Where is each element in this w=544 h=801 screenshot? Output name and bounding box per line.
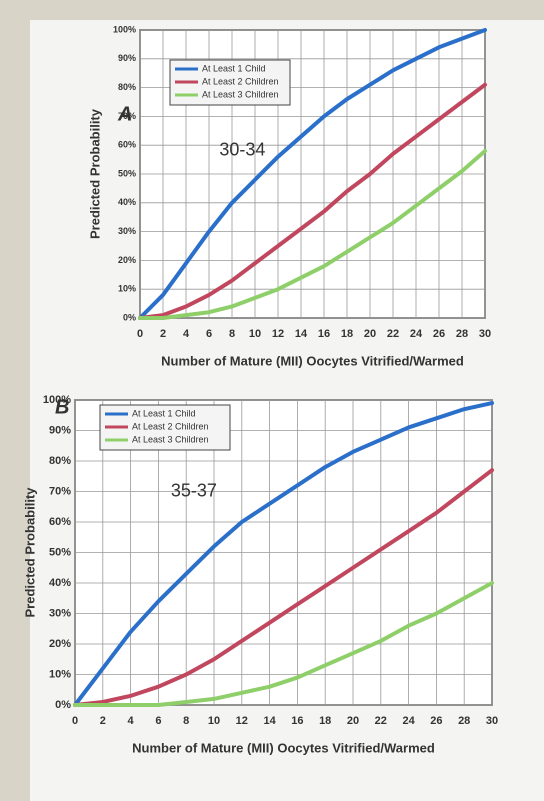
x-tick-label: 4 [183,328,190,340]
panel-title: A [117,103,132,125]
y-tick-label: 100% [43,394,71,406]
y-tick-label: 80% [49,455,71,467]
y-tick-label: 20% [49,638,71,650]
x-tick-label: 18 [319,715,331,727]
x-tick-label: 0 [137,328,143,340]
y-tick-label: 40% [49,577,71,589]
panel-title: B [55,396,69,418]
x-tick-label: 18 [341,328,353,340]
x-tick-label: 16 [291,715,303,727]
legend-label: At Least 1 Child [132,408,196,418]
x-tick-label: 4 [128,715,135,727]
x-tick-label: 28 [456,328,468,340]
y-tick-label: 70% [118,111,136,121]
y-tick-label: 50% [49,546,71,558]
y-tick-label: 0% [123,312,136,322]
x-tick-label: 12 [272,328,284,340]
annotation: 35-37 [171,480,217,500]
y-tick-label: 30% [118,226,136,236]
x-tick-label: 6 [155,715,161,727]
legend-label: At Least 2 Children [202,76,279,86]
line-series [138,148,487,320]
x-tick-label: 6 [206,328,212,340]
y-tick-label: 90% [118,53,136,63]
line-series [73,581,494,707]
x-tick-label: 26 [430,715,442,727]
x-tick-label: 14 [295,328,308,340]
legend-label: At Least 3 Children [132,434,209,444]
y-tick-label: 100% [113,24,136,34]
line-series [73,468,494,707]
y-tick-label: 10% [118,284,136,294]
x-tick-label: 2 [160,328,166,340]
y-tick-label: 70% [49,485,71,497]
legend-label: At Least 3 Children [202,89,279,99]
legend-label: At Least 2 Children [132,421,209,431]
y-tick-label: 50% [118,168,136,178]
y-tick-label: 60% [49,516,71,528]
x-tick-label: 20 [364,328,376,340]
x-tick-label: 24 [402,715,415,727]
x-tick-label: 0 [72,715,78,727]
x-tick-label: 10 [208,715,220,727]
x-tick-label: 14 [263,715,276,727]
y-axis-label: Predicted Probability [87,108,102,239]
line-series [138,28,487,320]
chart: 0%10%20%30%40%50%60%70%80%90%100%0 2 4 6 8 10… [22,394,498,756]
y-tick-label: 40% [118,197,136,207]
x-tick-label: 24 [410,328,423,340]
x-tick-label: 10 [249,328,261,340]
y-tick-label: 0% [55,699,71,711]
y-tick-label: 80% [118,82,136,92]
y-axis-label: Predicted Probability [22,487,37,618]
x-tick-label: 30 [486,715,498,727]
x-tick-label: 2 [100,715,106,727]
legend-label: At Least 1 Child [202,63,266,73]
line-series [138,82,487,320]
x-axis-label: Number of Mature (MII) Oocytes Vitrified… [161,353,464,368]
x-axis-label: Number of Mature (MII) Oocytes Vitrified… [132,740,435,755]
x-tick-label: 22 [375,715,387,727]
x-tick-label: 22 [387,328,399,340]
x-tick-label: 8 [183,715,189,727]
x-tick-label: 26 [433,328,445,340]
x-tick-label: 16 [318,328,330,340]
annotation: 30-34 [219,140,265,160]
y-tick-label: 60% [118,140,136,150]
y-tick-label: 90% [49,424,71,436]
x-tick-label: 30 [479,328,491,340]
x-tick-label: 8 [229,328,235,340]
x-tick-label: 28 [458,715,470,727]
line-series [73,401,494,707]
chart: 0%10%20%30%40%50%60%70%80%90%100%0 2 4 6 8 10… [87,24,491,368]
x-tick-label: 20 [347,715,359,727]
x-tick-label: 12 [236,715,248,727]
y-tick-label: 30% [49,607,71,619]
y-tick-label: 20% [118,255,136,265]
y-tick-label: 10% [49,668,71,680]
